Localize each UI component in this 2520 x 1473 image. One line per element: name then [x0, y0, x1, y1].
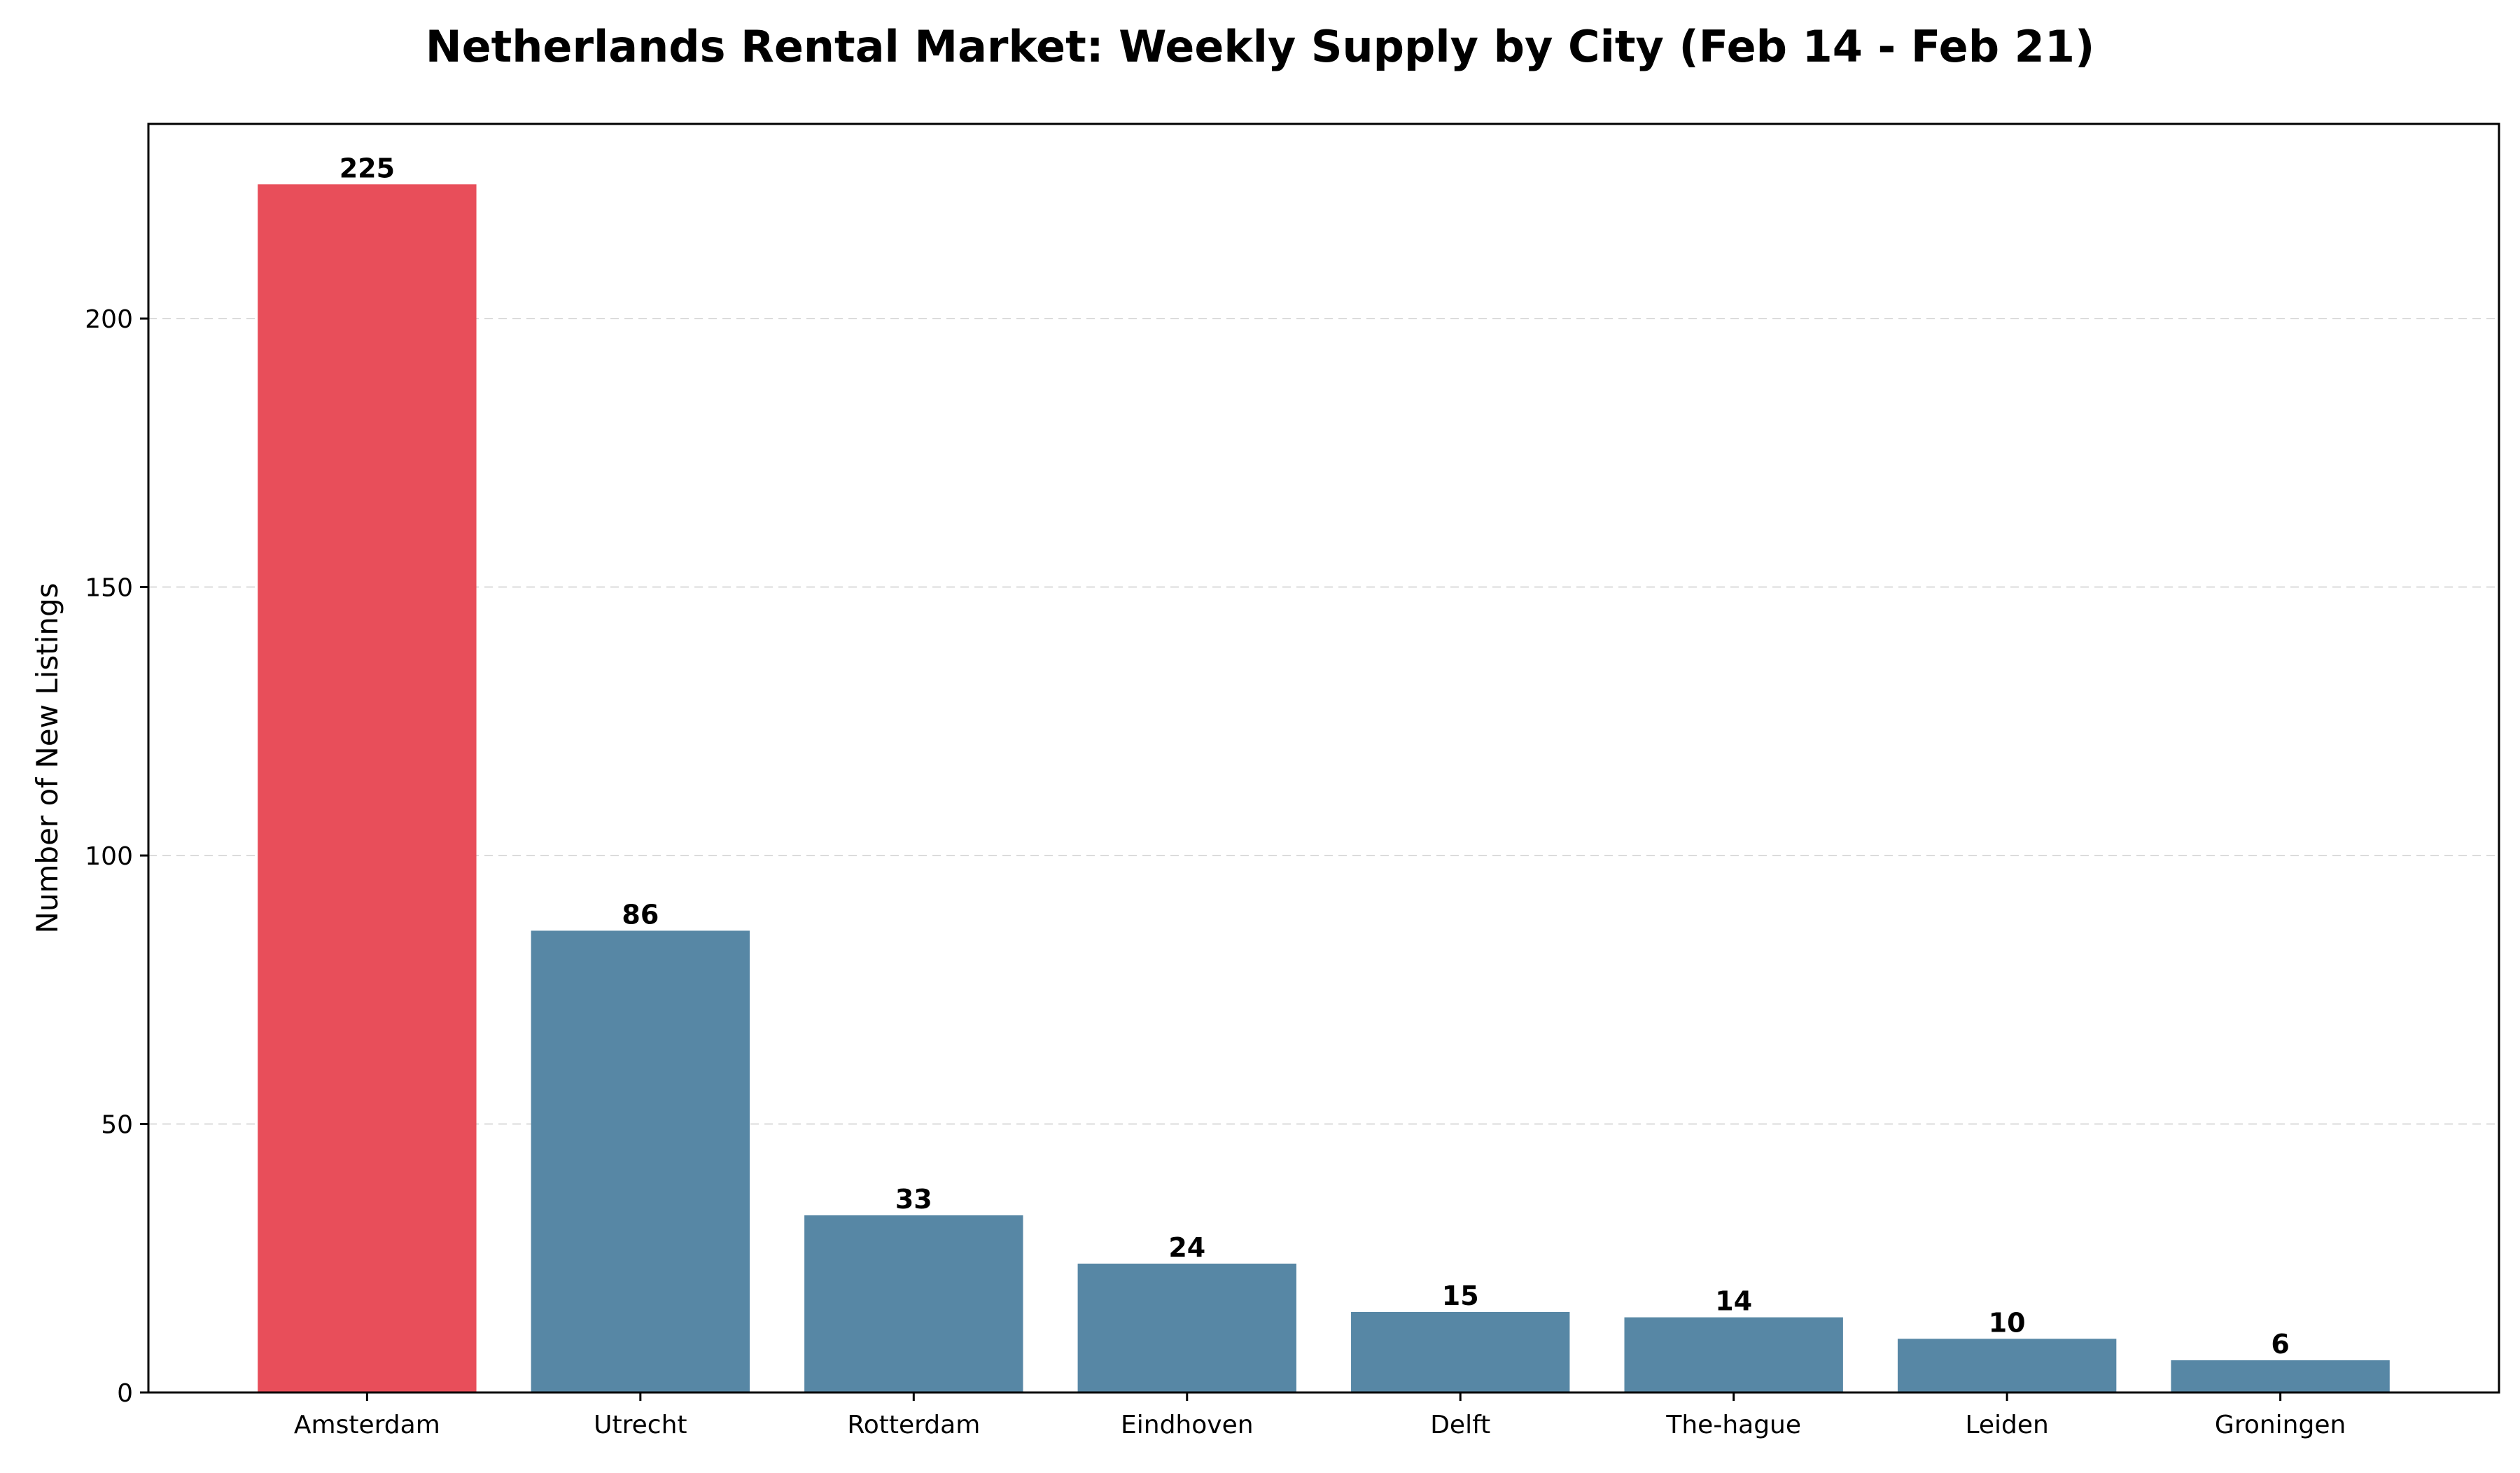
x-tick-label: Rotterdam	[847, 1411, 980, 1439]
y-tick-label: 150	[85, 574, 133, 603]
axes-frame	[147, 123, 2500, 1394]
bar-value-labels: 225 86 33 24 15 14 10 6	[340, 153, 2290, 1360]
y-tick-label: 100	[85, 842, 133, 871]
y-tick-label: 50	[101, 1111, 133, 1140]
x-axis: Amsterdam Utrecht Rotterdam Eindhoven Delft T…	[294, 1392, 2346, 1439]
bar-groningen	[2171, 1360, 2390, 1392]
x-tick-label: The-hague	[1665, 1411, 1801, 1439]
bar-the-hague	[1624, 1317, 1843, 1392]
bar-value-label: 33	[895, 1184, 932, 1215]
bar-delft	[1351, 1311, 1570, 1392]
chart-title: Netherlands Rental Market: Weekly Supply…	[426, 21, 2095, 72]
y-axis-label: Number of New Listings	[30, 582, 64, 933]
bar-amsterdam	[258, 184, 477, 1393]
x-tick-label: Amsterdam	[294, 1411, 440, 1439]
bar-value-label: 14	[1715, 1286, 1752, 1317]
x-tick-label: Groningen	[2215, 1411, 2346, 1439]
x-tick-label: Leiden	[1965, 1411, 2048, 1439]
bar-value-label: 24	[1168, 1232, 1205, 1263]
y-tick-label: 0	[117, 1379, 133, 1408]
bar-value-label: 10	[1989, 1307, 2026, 1338]
bar-value-label: 86	[622, 899, 659, 930]
bar-value-label: 225	[340, 153, 395, 183]
y-tick-label: 200	[85, 305, 133, 334]
bar-leiden	[1897, 1339, 2117, 1392]
x-tick-label: Delft	[1430, 1411, 1490, 1439]
bar-value-label: 15	[1442, 1280, 1479, 1311]
x-tick-label: Utrecht	[594, 1411, 687, 1439]
x-tick-label: Eindhoven	[1121, 1411, 1254, 1439]
bar-rotterdam	[804, 1215, 1023, 1392]
y-axis: 0 50 100 150 200	[85, 305, 148, 1408]
bar-value-label: 6	[2271, 1329, 2289, 1360]
bars	[258, 184, 2390, 1393]
bar-utrecht	[531, 930, 750, 1392]
bar-eindhoven	[1077, 1263, 1296, 1392]
grid-lines	[148, 318, 2499, 1125]
